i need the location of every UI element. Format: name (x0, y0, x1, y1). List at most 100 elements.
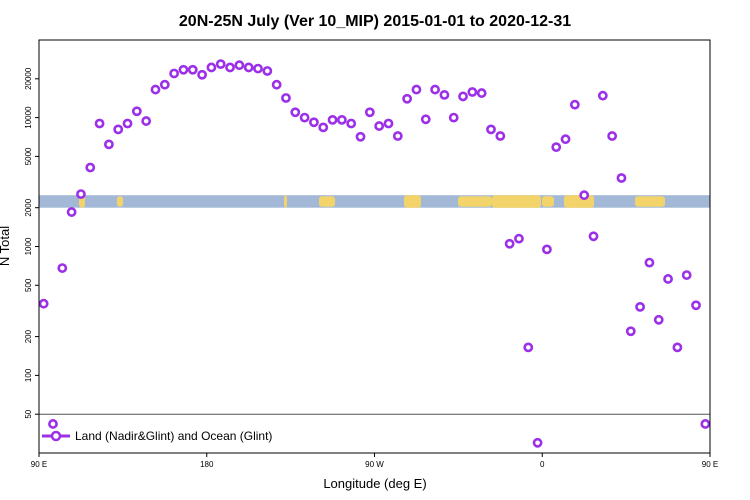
data-point (663, 274, 673, 284)
data-point (169, 68, 180, 79)
data-point (420, 114, 431, 125)
data-point (355, 131, 366, 142)
map-land (117, 196, 123, 207)
legend: Land (Nadir&Glint) and Ocean (Glint) (42, 429, 272, 443)
data-point (197, 69, 207, 80)
data-point (542, 244, 552, 255)
plot-frame (38, 39, 711, 454)
data-point (364, 107, 375, 118)
y-tick-label: 1000 (24, 237, 33, 255)
data-point (206, 62, 217, 73)
x-tick-label: 0 (540, 460, 545, 469)
data-point (383, 118, 394, 129)
y-tick-label: 5000 (24, 147, 33, 165)
data-point (122, 118, 133, 129)
data-point (476, 88, 487, 98)
map-land (635, 196, 665, 207)
y-tick-label: 50 (24, 409, 33, 418)
y-tick-label: 500 (24, 278, 33, 292)
legend-marker (50, 430, 62, 442)
data-point (336, 114, 347, 125)
y-tick-label: 10000 (24, 106, 33, 129)
x-axis: 90 E 180 90 W 0 90 E (31, 453, 718, 469)
x-tick-label: 90 W (365, 460, 384, 469)
data-point (94, 118, 105, 129)
y-tick-label: 2000 (24, 198, 33, 216)
map-land (284, 195, 287, 208)
data-point (597, 90, 608, 101)
data-point (644, 257, 655, 268)
data-point (234, 60, 245, 71)
map-land (458, 196, 492, 207)
data-point (607, 131, 618, 141)
data-point (569, 99, 580, 110)
data-point (281, 93, 291, 103)
data-point (159, 79, 170, 90)
data-point (439, 90, 450, 100)
data-point (392, 131, 403, 141)
data-point (588, 231, 599, 242)
data-point (681, 270, 692, 280)
data-point (271, 79, 282, 90)
data-point (262, 66, 273, 76)
data-point (551, 142, 562, 153)
map-land (404, 195, 421, 208)
y-tick-label: 200 (24, 329, 33, 343)
data-point (653, 314, 664, 325)
chart-title: 20N-25N July (Ver 10_MIP) 2015-01-01 to … (179, 13, 571, 30)
data-point (318, 122, 329, 133)
data-point (616, 173, 627, 183)
data-point (672, 342, 683, 353)
x-axis-label: Longitude (deg E) (323, 476, 426, 491)
y-axis-label: N Total (0, 226, 12, 266)
data-point (85, 162, 96, 173)
data-point (290, 107, 301, 118)
data-point (225, 62, 235, 73)
map-land (542, 196, 554, 207)
data-point (625, 326, 636, 337)
map-ocean (39, 195, 710, 208)
y-tick-label: 20000 (24, 67, 33, 90)
data-point (495, 131, 506, 141)
x-tick-label: 90 E (31, 460, 47, 469)
data-point (448, 112, 459, 123)
map-land (492, 195, 541, 208)
y-axis: 50 100 200 500 1000 2000 5000 10000 20000 (24, 67, 39, 419)
data-point (486, 124, 496, 135)
map-land (564, 195, 594, 208)
data-point (458, 91, 468, 102)
data-point (691, 300, 701, 311)
data-point (141, 116, 152, 126)
data-point (57, 263, 68, 273)
data-point (243, 62, 254, 73)
map-land (319, 196, 335, 207)
data-point (411, 84, 422, 95)
legend-label: Land (Nadir&Glint) and Ocean (Glint) (75, 429, 272, 443)
data-point (467, 87, 478, 97)
data-point (48, 419, 58, 429)
data-point (504, 238, 515, 249)
world-map-strip (39, 195, 710, 208)
data-point (374, 121, 385, 131)
data-point (178, 64, 189, 75)
data-point (346, 118, 357, 129)
data-point (253, 63, 263, 74)
data-point (131, 106, 142, 117)
data-point (76, 189, 86, 199)
data-point (560, 134, 571, 145)
data-point (66, 207, 77, 217)
data-point (532, 437, 543, 448)
data-point (299, 112, 310, 123)
data-point (523, 342, 534, 353)
data-point (327, 114, 338, 125)
x-tick-label: 180 (200, 460, 214, 469)
y-tick-label: 100 (24, 368, 33, 382)
x-tick-label: 90 E (702, 460, 718, 469)
data-point (579, 190, 590, 201)
data-point (103, 139, 114, 150)
data-point (309, 117, 319, 128)
data-point (187, 64, 198, 75)
data-point (700, 419, 710, 429)
data-point (430, 84, 440, 95)
